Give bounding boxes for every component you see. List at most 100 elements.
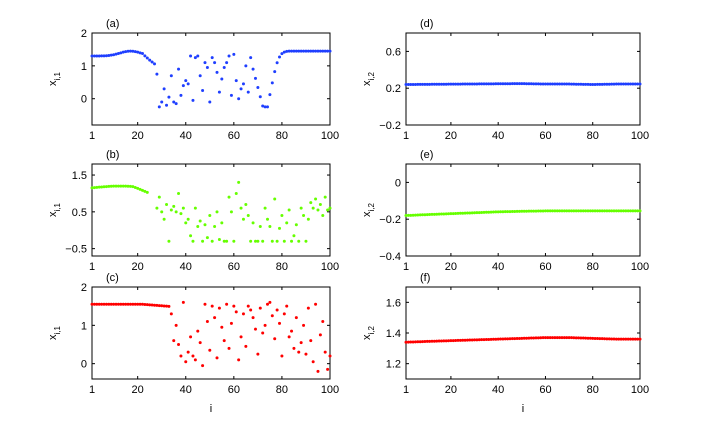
y-axis-label-main: x	[47, 211, 59, 217]
data-point	[428, 213, 432, 217]
data-point	[124, 50, 128, 54]
data-point	[584, 336, 588, 340]
x-tick-label: 100	[321, 130, 339, 142]
y-axis-label-subscript: i,1	[53, 202, 62, 211]
data-point	[275, 239, 279, 243]
data-point	[435, 339, 439, 343]
x-tick-label: 20	[445, 384, 457, 396]
data-point	[577, 82, 581, 86]
data-point	[205, 66, 209, 69]
data-point	[140, 188, 144, 192]
y-tick-label: −0.2	[379, 120, 401, 132]
data-point	[265, 217, 269, 221]
data-point	[593, 209, 597, 213]
data-point	[621, 82, 625, 86]
data-point	[263, 323, 267, 327]
data-point	[546, 82, 550, 86]
data-point	[253, 76, 257, 80]
data-point	[484, 338, 488, 342]
data-point	[213, 61, 217, 65]
data-point	[527, 82, 531, 86]
data-point	[508, 82, 512, 86]
data-point	[598, 82, 602, 86]
data-point	[97, 302, 101, 306]
data-point	[527, 336, 531, 340]
data-point	[629, 82, 633, 86]
data-point	[92, 54, 96, 58]
panel-label: (f)	[420, 272, 430, 284]
data-point	[220, 325, 224, 329]
data-point	[292, 346, 296, 350]
data-point	[496, 210, 500, 214]
data-point	[311, 360, 315, 364]
data-point	[256, 352, 260, 356]
data-point	[553, 336, 557, 340]
data-point	[119, 302, 123, 306]
data-point	[268, 225, 272, 229]
data-point	[186, 82, 190, 86]
data-point	[172, 204, 176, 208]
data-point	[309, 339, 313, 343]
data-point	[306, 306, 310, 310]
x-tick-label: 60	[539, 384, 551, 396]
x-tick-label: 40	[180, 130, 192, 142]
data-point	[560, 82, 564, 86]
data-point	[181, 206, 185, 210]
data-point	[299, 206, 303, 210]
data-point	[160, 304, 164, 308]
data-point	[184, 221, 188, 225]
data-point	[253, 327, 257, 331]
data-point	[128, 302, 132, 306]
data-point	[432, 212, 436, 216]
data-point	[548, 336, 552, 340]
data-point	[167, 304, 171, 308]
data-point	[258, 95, 262, 99]
data-point	[102, 54, 106, 58]
data-point	[631, 209, 635, 213]
data-point	[555, 336, 559, 340]
data-point	[482, 338, 486, 342]
data-point	[285, 221, 289, 225]
data-point	[116, 302, 120, 306]
data-point	[95, 302, 99, 306]
data-point	[326, 49, 330, 53]
x-tick-label: 1	[89, 261, 95, 273]
data-point	[461, 338, 465, 342]
data-point	[551, 209, 555, 213]
data-point	[619, 209, 623, 213]
data-point	[558, 336, 562, 340]
x-tick-label: 100	[631, 384, 649, 396]
data-point	[588, 82, 592, 86]
data-point	[225, 302, 229, 306]
data-point	[560, 336, 564, 340]
data-point	[494, 82, 498, 86]
data-point	[548, 209, 552, 213]
data-point	[121, 50, 125, 54]
data-point	[503, 337, 507, 341]
data-point	[128, 49, 132, 53]
data-point	[425, 339, 429, 343]
data-point	[282, 312, 286, 316]
data-point	[546, 209, 550, 213]
data-point	[572, 82, 576, 86]
y-axis-label-main: x	[361, 80, 373, 86]
data-point	[562, 336, 566, 340]
data-point	[145, 56, 149, 60]
data-point	[522, 336, 526, 340]
data-point	[565, 82, 569, 86]
data-point	[104, 185, 108, 189]
data-point	[306, 49, 310, 53]
data-point	[626, 209, 630, 213]
data-point	[249, 308, 253, 312]
y-tick-label: 0	[395, 177, 401, 189]
data-point	[470, 82, 474, 86]
data-point	[560, 209, 564, 213]
data-point	[539, 209, 543, 213]
data-point	[501, 210, 505, 214]
data-point	[316, 369, 320, 373]
data-point	[225, 61, 229, 65]
data-point	[109, 184, 113, 188]
data-point	[501, 337, 505, 341]
data-point	[404, 83, 408, 87]
data-point	[617, 209, 621, 213]
